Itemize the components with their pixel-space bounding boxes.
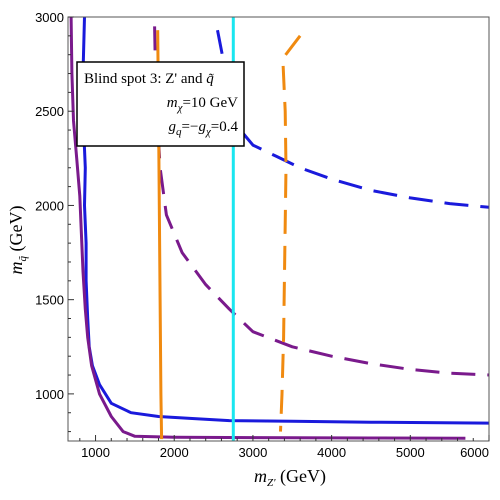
- series-line-2: [153, 26, 489, 377]
- annotation-mass: mχ=10 GeV: [167, 95, 238, 114]
- annotation-title: Blind spot 3: Z' and q̃: [84, 71, 214, 87]
- annotation-couplings: gq=−gχ=0.4: [169, 119, 239, 138]
- y-axis-ticks: 1000 1500 2000 2500 3000: [35, 10, 74, 433]
- x-tick-label: 3000: [238, 445, 267, 460]
- y-tick-label: 1000: [35, 387, 64, 402]
- x-axis-ticks: 1000 2000 3000 4000 5000 6000: [79, 435, 490, 460]
- y-tick-label: 2500: [35, 104, 64, 119]
- series-line-3: [216, 29, 489, 209]
- plot-frame: [67, 16, 490, 442]
- x-tick-label: 2000: [160, 445, 189, 460]
- x-tick-label: 1000: [81, 445, 110, 460]
- x-axis-title: mZ' (GeV): [254, 466, 326, 489]
- y-tick-label: 2000: [35, 198, 64, 213]
- plot-curves: [69, 17, 489, 441]
- x-tick-label: 6000: [460, 445, 489, 460]
- series-line-5: [279, 34, 302, 432]
- y-tick-label: 3000: [35, 10, 64, 25]
- x-tick-label: 4000: [317, 445, 346, 460]
- y-tick-label: 1500: [35, 293, 64, 308]
- annotation-box: Blind spot 3: Z' and q̃ mχ=10 GeV gq=−gχ…: [76, 61, 245, 147]
- series-line-1: [69, 17, 466, 440]
- x-tick-label: 5000: [396, 445, 425, 460]
- y-axis-title: mq̃ (GeV): [6, 206, 29, 275]
